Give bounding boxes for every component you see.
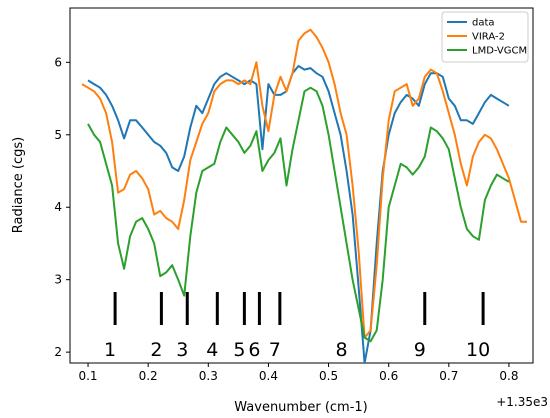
legend-label: data (472, 18, 495, 29)
marker-label-10: 10 (466, 339, 490, 361)
x-offset-label: +1.35e3 (496, 395, 548, 409)
y-tick-label: 5 (54, 128, 62, 142)
marker-label-8: 8 (336, 339, 348, 361)
y-tick-label: 6 (54, 55, 62, 69)
marker-label-2: 2 (150, 339, 162, 361)
marker-label-7: 7 (269, 339, 281, 361)
series-line-data (87, 65, 510, 364)
series-line-vira-2 (81, 28, 527, 339)
x-tick-label: 0.8 (499, 369, 518, 383)
series-layer (81, 28, 527, 364)
legend-label: LMD-VGCM (472, 46, 527, 57)
marker-label-4: 4 (206, 339, 218, 361)
marker-layer: 1 2 3 4 5 6 7 8 9 10 (104, 292, 490, 361)
legend-label: VIRA-2 (472, 32, 505, 43)
marker-label-5: 5 (233, 339, 245, 361)
marker-label-1: 1 (104, 339, 116, 361)
x-tick-label: 0.7 (439, 369, 458, 383)
plot-frame (69, 7, 534, 364)
x-tick-label: 0.5 (319, 369, 338, 383)
x-tick-label: 0.2 (139, 369, 158, 383)
y-axis: 2 3 4 5 6 (54, 55, 70, 359)
marker-label-9: 9 (414, 339, 426, 361)
marker-label-6: 6 (248, 339, 260, 361)
series-line-lmd-vgcm (87, 86, 510, 343)
y-axis-label: Radiance (cgs) (11, 137, 26, 233)
y-tick-label: 4 (54, 200, 62, 214)
x-tick-label: 0.6 (379, 369, 398, 383)
y-tick-label: 2 (54, 345, 62, 359)
x-axis: 0.1 0.2 0.3 0.4 0.5 0.6 0.7 0.8 (78, 363, 518, 383)
x-tick-label: 0.1 (78, 369, 97, 383)
marker-label-3: 3 (176, 339, 188, 361)
x-axis-label: Wavenumber (cm-1) (234, 400, 367, 415)
y-tick-label: 3 (54, 273, 62, 287)
legend: data VIRA-2 LMD-VGCM (441, 11, 529, 63)
x-tick-label: 0.4 (259, 369, 278, 383)
x-tick-label: 0.3 (199, 369, 218, 383)
